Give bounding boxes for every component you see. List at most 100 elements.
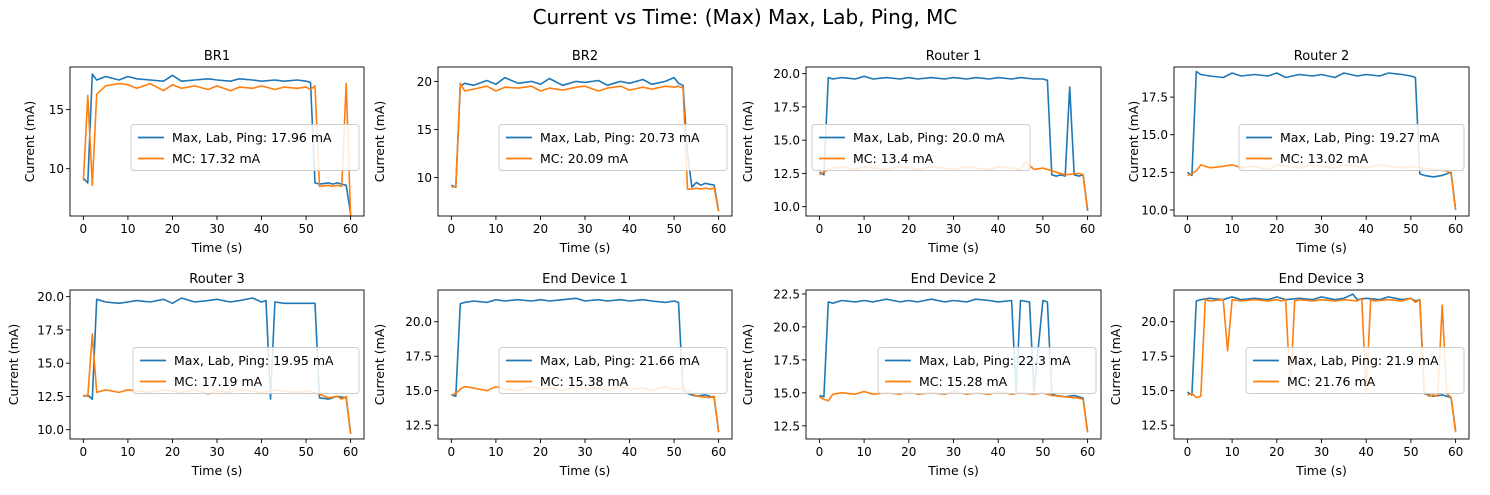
y-tick-label: 22.5 (773, 287, 800, 301)
x-axis-label: Time (s) (1295, 463, 1347, 478)
series-line-mc (451, 82, 720, 212)
x-tick-label: 10 (856, 445, 871, 459)
x-tick-label: 40 (254, 445, 269, 459)
legend-label-mc: MC: 13.4 mA (853, 151, 934, 166)
series-line-mc (1187, 164, 1457, 211)
x-tick-label: 60 (1080, 445, 1095, 459)
subplot-8: End Device 3 0 10 20 30 40 50 60 12.5 15.0 17.5 20.… (1108, 272, 1470, 478)
legend-label-max-lab-ping: Max, Lab, Ping: 22.3 mA (919, 353, 1071, 368)
y-tick-label: 15 (417, 123, 432, 137)
legend-label-mc: MC: 17.19 mA (174, 374, 263, 389)
x-tick-label: 50 (666, 222, 681, 236)
series-line-mc (818, 390, 1089, 433)
x-axis-label: Time (s) (559, 463, 611, 478)
x-tick-label: 0 (816, 222, 824, 236)
legend: Max, Lab, Ping: 21.9 mA MC: 21.76 mA (1245, 347, 1465, 394)
x-tick-label: 60 (1080, 222, 1095, 236)
x-axis-label: Time (s) (191, 240, 243, 255)
x-tick-label: 40 (991, 445, 1006, 459)
legend-box (877, 347, 1097, 394)
x-tick-label: 30 (1314, 222, 1329, 236)
series-line-max-lab-ping (818, 75, 1089, 211)
x-axis-label: Time (s) (191, 463, 243, 478)
y-tick-label: 17.5 (773, 353, 800, 367)
x-tick-label: 40 (991, 222, 1006, 236)
x-tick-label: 10 (1224, 445, 1239, 459)
x-tick-label: 50 (1035, 445, 1050, 459)
y-tick-label: 17.5 (37, 323, 64, 337)
y-tick-label: 12.5 (773, 419, 800, 433)
legend: Max, Lab, Ping: 20.0 mA MC: 13.4 mA (811, 124, 1031, 171)
legend-label-max-lab-ping: Max, Lab, Ping: 21.66 mA (540, 353, 700, 368)
x-tick-label: 0 (1184, 222, 1192, 236)
x-tick-label: 40 (254, 222, 269, 236)
y-axis-label: Current (mA) (1108, 324, 1123, 405)
x-tick-label: 30 (577, 445, 592, 459)
legend-label-max-lab-ping: Max, Lab, Ping: 19.95 mA (174, 353, 334, 368)
x-tick-label: 50 (666, 445, 681, 459)
x-tick-label: 60 (711, 445, 726, 459)
x-axis-label: Time (s) (1295, 240, 1347, 255)
y-tick-label: 15.0 (37, 357, 64, 371)
legend: Max, Lab, Ping: 21.66 mA MC: 15.38 mA (498, 347, 728, 394)
y-tick-label: 10.0 (37, 423, 64, 437)
x-tick-label: 30 (209, 222, 224, 236)
series-line-max-lab-ping (83, 297, 352, 434)
y-tick-label: 12.5 (405, 419, 432, 433)
legend-box (1245, 347, 1465, 394)
x-tick-label: 30 (1314, 445, 1329, 459)
y-axis-label: Current (mA) (6, 324, 21, 405)
y-tick-label: 15.0 (773, 134, 800, 148)
subplot-title: End Device 3 (1279, 272, 1365, 287)
figure-title: Current vs Time: (Max) Max, Lab, Ping, M… (532, 5, 958, 29)
legend-label-max-lab-ping: Max, Lab, Ping: 20.73 mA (540, 130, 700, 145)
legend-box (498, 124, 728, 171)
x-tick-label: 20 (1269, 445, 1284, 459)
x-tick-label: 10 (856, 222, 871, 236)
legend-box (811, 124, 1031, 171)
subplot-7: End Device 2 0 10 20 30 40 50 60 12.5 15.0 17.5 20.… (740, 272, 1102, 478)
y-axis-label: Current (mA) (22, 101, 37, 182)
y-tick-label: 12.5 (1141, 419, 1168, 433)
legend-box (1238, 124, 1465, 171)
series-line-mc (82, 82, 352, 217)
subplot-title: BR1 (204, 49, 230, 64)
x-tick-label: 30 (577, 222, 592, 236)
subplot-5: Router 3 0 10 20 30 40 50 60 10.0 12.5 15.0 17.5 20.… (6, 272, 365, 478)
x-tick-label: 20 (533, 222, 548, 236)
y-tick-label: 15.0 (773, 386, 800, 400)
y-tick-label: 10.0 (1141, 203, 1168, 217)
legend-label-mc: MC: 20.09 mA (540, 151, 629, 166)
x-tick-label: 40 (1359, 222, 1374, 236)
legend-label-mc: MC: 15.38 mA (540, 374, 629, 389)
x-tick-label: 60 (343, 445, 358, 459)
legend: Max, Lab, Ping: 22.3 mA MC: 15.28 mA (877, 347, 1097, 394)
legend-label-mc: MC: 13.02 mA (1280, 151, 1369, 166)
x-tick-label: 30 (946, 445, 961, 459)
x-tick-label: 0 (448, 222, 456, 236)
x-tick-label: 0 (1184, 445, 1192, 459)
x-tick-label: 0 (448, 445, 456, 459)
y-tick-label: 10 (49, 162, 64, 176)
x-tick-label: 20 (165, 222, 180, 236)
subplot-title: Router 1 (926, 49, 982, 64)
y-tick-label: 17.5 (1141, 350, 1168, 364)
subplot-6: End Device 1 0 10 20 30 40 50 60 12.5 15.0 17.5 20.… (372, 272, 733, 478)
legend-label-mc: MC: 17.32 mA (172, 151, 261, 166)
y-tick-label: 20.0 (1141, 315, 1168, 329)
series-line-max-lab-ping (82, 73, 352, 214)
subplot-2: BR2 0 10 20 30 40 50 60 10 15 20 Time (s) Current (m… (372, 49, 733, 255)
x-tick-label: 40 (622, 222, 637, 236)
x-tick-label: 0 (80, 222, 88, 236)
subplot-title: Router 3 (189, 272, 245, 287)
x-tick-label: 60 (711, 222, 726, 236)
y-tick-label: 10 (417, 171, 432, 185)
legend-label-max-lab-ping: Max, Lab, Ping: 20.0 mA (853, 130, 1005, 145)
x-tick-label: 10 (120, 445, 135, 459)
y-tick-label: 17.5 (405, 350, 432, 364)
x-axis-label: Time (s) (927, 240, 979, 255)
y-tick-label: 15.0 (1141, 384, 1168, 398)
x-tick-label: 50 (298, 222, 313, 236)
y-tick-label: 12.5 (1141, 166, 1168, 180)
